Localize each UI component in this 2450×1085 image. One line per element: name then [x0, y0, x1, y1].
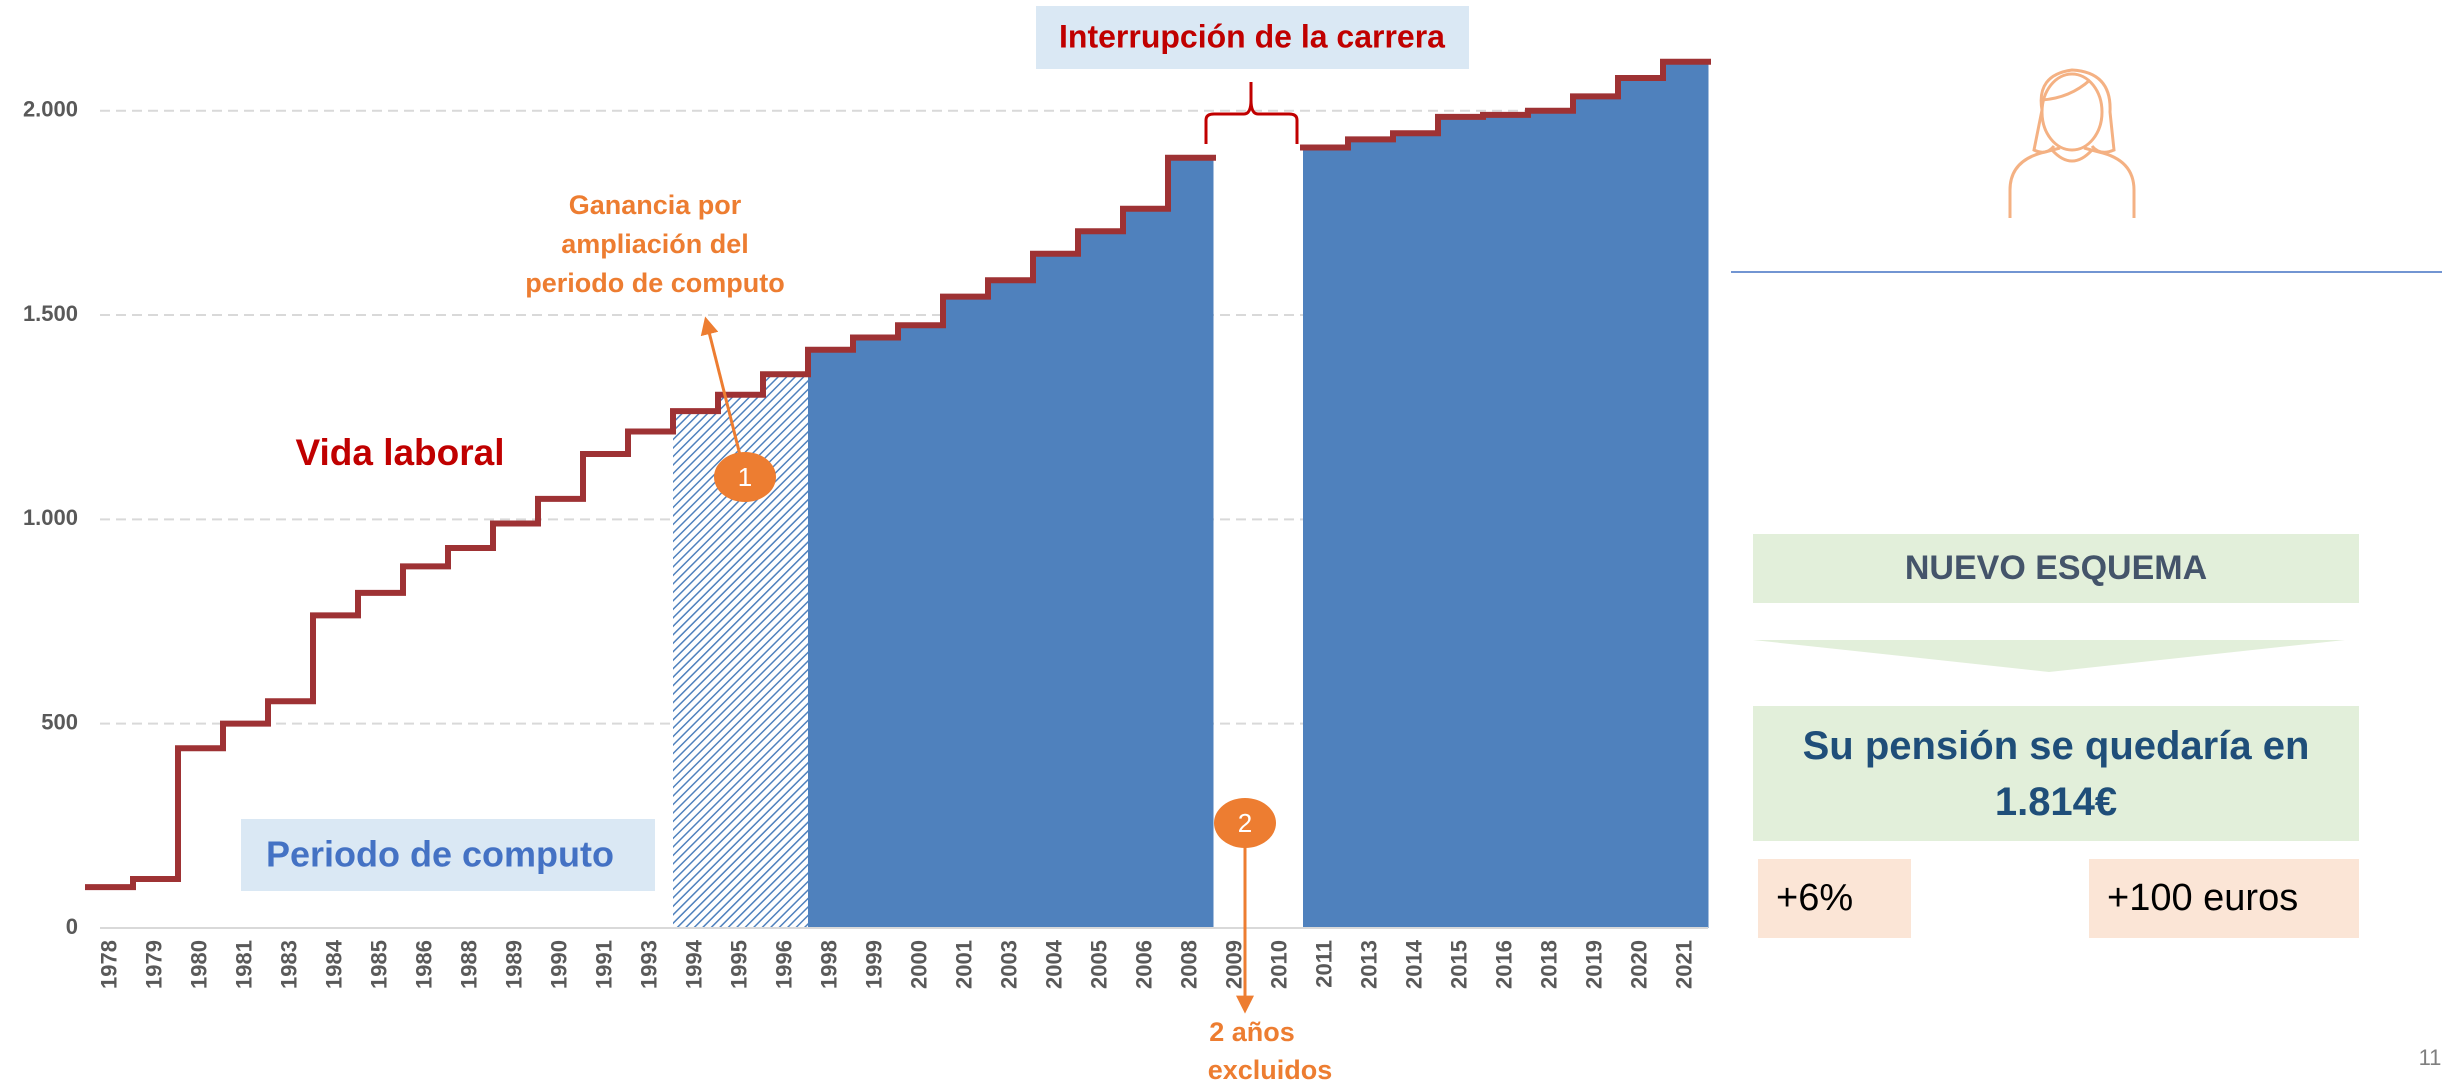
euros-box: +100 euros [2089, 859, 2359, 938]
career-break-label: Interrupción de la carrera [1059, 18, 1445, 54]
x-tick-label: 1994 [681, 939, 706, 989]
x-tick-label: 1996 [771, 940, 796, 989]
excluded-marker [1214, 798, 1276, 848]
x-tick-label: 2011 [1311, 940, 1336, 988]
solid-area [1663, 61, 1709, 928]
solid-area [943, 296, 989, 928]
x-tick-label: 2001 [951, 940, 976, 989]
x-tick-label: 1978 [96, 940, 121, 989]
x-tick-label: 1989 [501, 940, 526, 989]
solid-area [1123, 208, 1169, 929]
y-tick-label: 2.000 [23, 97, 78, 122]
solid-area [1348, 139, 1394, 929]
solid-area [1438, 116, 1484, 929]
x-tick-label: 2016 [1491, 940, 1516, 989]
gain-marker-label: 1 [738, 462, 752, 492]
solid-area [1483, 114, 1529, 928]
x-tick-label: 1988 [456, 940, 481, 989]
x-tick-label: 2006 [1131, 940, 1156, 989]
x-tick-label: 1981 [231, 940, 256, 989]
solid-area [988, 280, 1034, 928]
x-tick-label: 1986 [411, 940, 436, 989]
gain-label: Ganancia por [569, 190, 742, 220]
x-tick-label: 2003 [996, 940, 1021, 989]
excluded-label: excluidos [1208, 1055, 1333, 1085]
x-tick-label: 2019 [1581, 940, 1606, 989]
x-tick-label: 1999 [861, 940, 886, 989]
solid-area [1033, 253, 1079, 928]
solid-area [1303, 147, 1349, 929]
gain-arrow [700, 316, 742, 456]
x-tick-label: 2021 [1671, 940, 1696, 989]
person-icon [2008, 68, 2136, 218]
pct-box: +6% [1758, 859, 1911, 938]
hatched-area [673, 411, 719, 928]
x-tick-label: 1998 [816, 940, 841, 989]
period-label: Periodo de computo [266, 834, 614, 875]
x-tick-label: 1980 [186, 940, 211, 989]
gain-label: periodo de computo [525, 268, 785, 298]
excluded-label: 2 años [1209, 1017, 1295, 1047]
x-tick-label: 2008 [1176, 940, 1201, 989]
solid-area [1078, 231, 1124, 928]
scheme-box: NUEVO ESQUEMA [1753, 534, 2359, 603]
x-tick-label: 1984 [321, 939, 346, 989]
solid-area [1528, 110, 1574, 928]
x-tick-label: 1991 [591, 940, 616, 989]
excluded-marker-label: 2 [1238, 808, 1252, 838]
x-tick-label: 2018 [1536, 940, 1561, 989]
y-tick-label: 1.500 [23, 301, 78, 326]
x-tick-label: 1993 [636, 940, 661, 989]
y-tick-label: 500 [41, 709, 78, 734]
y-tick-label: 0 [66, 914, 78, 939]
gain-marker [714, 452, 776, 502]
series-label: Vida laboral [295, 432, 504, 473]
solid-area [1393, 133, 1439, 928]
solid-area [853, 337, 899, 928]
solid-area [1168, 157, 1214, 928]
page-number: 11 [2419, 1045, 2442, 1070]
x-tick-label: 1979 [141, 940, 166, 989]
x-tick-label: 2004 [1041, 939, 1066, 989]
x-tick-label: 2013 [1356, 940, 1381, 989]
hatched-area [763, 374, 809, 928]
x-tick-label: 2020 [1626, 940, 1651, 989]
x-tick-label: 1983 [276, 940, 301, 989]
x-tick-label: 2014 [1401, 939, 1426, 989]
x-tick-label: 2000 [906, 940, 931, 989]
x-tick-label: 1990 [546, 940, 571, 989]
x-tick-label: 2009 [1221, 940, 1246, 989]
career-break-box [1036, 6, 1469, 69]
x-tick-label: 2010 [1266, 940, 1291, 989]
y-tick-label: 1.000 [23, 505, 78, 530]
x-tick-label: 1995 [726, 940, 751, 989]
solid-area [1618, 78, 1664, 928]
gain-label: ampliación del [561, 229, 749, 259]
x-tick-label: 2005 [1086, 940, 1111, 989]
solid-area [808, 349, 854, 928]
solid-area [1573, 96, 1619, 929]
x-tick-label: 1985 [366, 940, 391, 989]
x-tick-label: 2015 [1446, 940, 1471, 989]
period-box [241, 819, 655, 891]
pension-box: Su pensión se quedaría en 1.814€ [1753, 706, 2359, 841]
solid-area [898, 325, 944, 928]
down-triangle [1753, 640, 2345, 672]
career-break-brace [1204, 82, 1299, 144]
